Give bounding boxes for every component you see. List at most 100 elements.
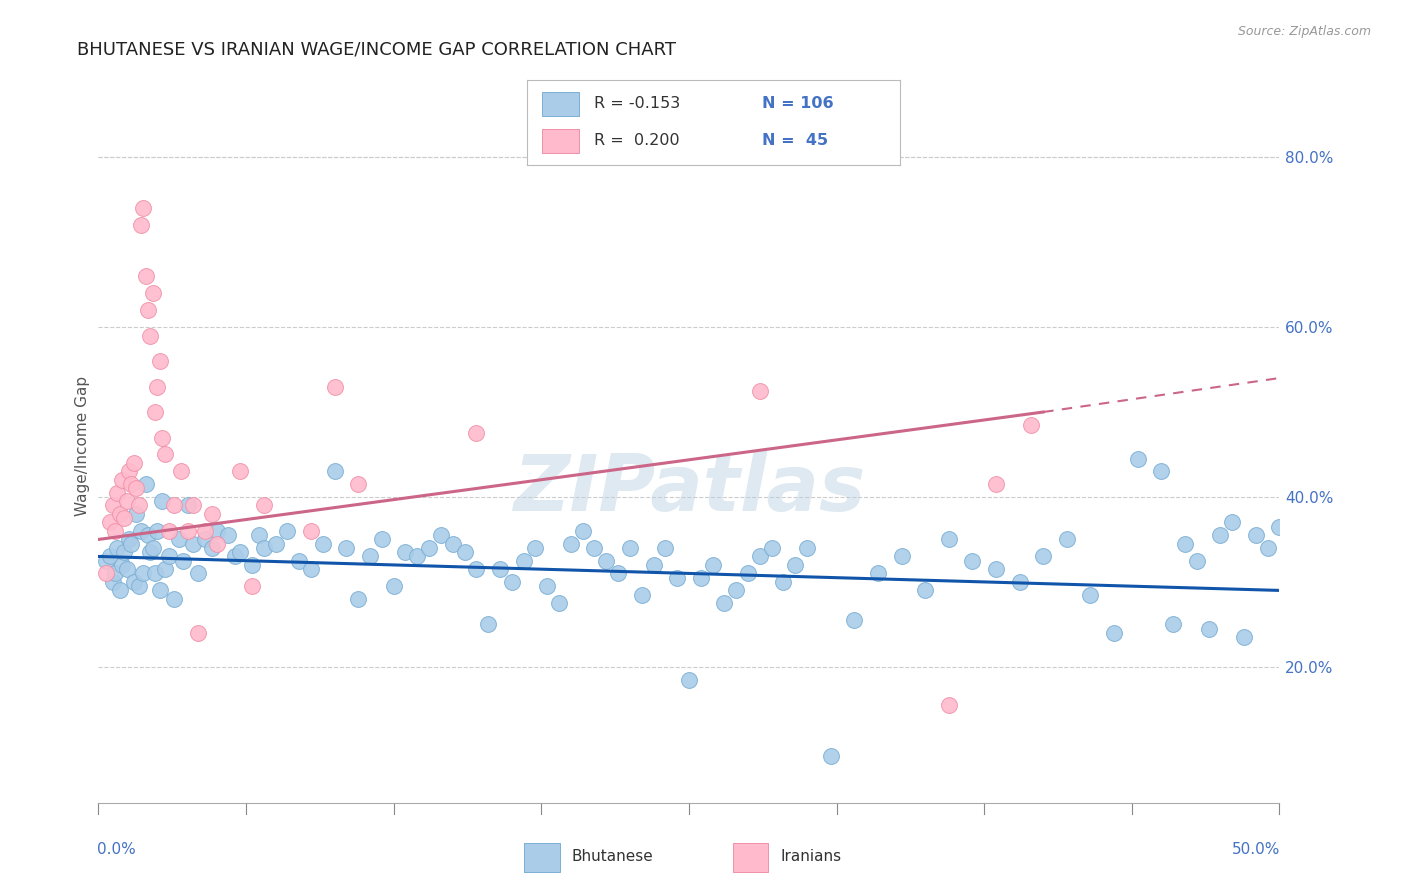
Point <box>132 201 155 215</box>
Point <box>453 545 475 559</box>
Point <box>94 566 117 581</box>
Point <box>105 541 128 555</box>
Point <box>465 426 488 441</box>
Point <box>201 507 224 521</box>
Text: Iranians: Iranians <box>780 849 841 863</box>
Point <box>128 499 150 513</box>
Point <box>548 596 571 610</box>
Point <box>299 562 322 576</box>
Point <box>796 541 818 555</box>
Point <box>323 465 346 479</box>
Point <box>146 379 169 393</box>
Point <box>394 545 416 559</box>
Text: 50.0%: 50.0% <box>1232 842 1281 857</box>
Point <box>217 528 239 542</box>
Point <box>135 477 157 491</box>
Point <box>560 537 582 551</box>
Point <box>666 571 689 585</box>
Point <box>890 549 912 564</box>
Point <box>229 465 252 479</box>
Point <box>104 566 127 581</box>
Bar <box>543 129 579 153</box>
Point <box>153 562 176 576</box>
Point <box>725 583 748 598</box>
Point <box>643 558 665 572</box>
Point <box>136 528 159 542</box>
Point <box>748 384 770 398</box>
Point <box>571 524 593 538</box>
Point <box>501 574 523 589</box>
Point <box>101 499 124 513</box>
Point <box>172 554 194 568</box>
Point <box>101 574 124 589</box>
Point <box>125 507 148 521</box>
Point <box>312 537 335 551</box>
Point <box>713 596 735 610</box>
Point <box>115 494 138 508</box>
Point <box>115 562 138 576</box>
Point <box>121 477 143 491</box>
Point <box>477 617 499 632</box>
Point <box>111 558 134 572</box>
Point <box>194 524 217 538</box>
Y-axis label: Wage/Income Gap: Wage/Income Gap <box>75 376 90 516</box>
Point <box>382 579 405 593</box>
Point <box>347 591 370 606</box>
Point <box>418 541 440 555</box>
Point <box>98 516 121 530</box>
Point <box>371 533 394 547</box>
Point <box>938 533 960 547</box>
Point <box>962 554 984 568</box>
Point <box>240 558 263 572</box>
Point <box>489 562 512 576</box>
Bar <box>733 843 768 872</box>
Point <box>187 626 209 640</box>
Point <box>359 549 381 564</box>
Point <box>153 448 176 462</box>
Point <box>253 499 276 513</box>
Point <box>146 524 169 538</box>
Point <box>1008 574 1031 589</box>
Point <box>465 562 488 576</box>
Point <box>149 583 172 598</box>
Text: R = -0.153: R = -0.153 <box>595 95 681 111</box>
Point <box>170 465 193 479</box>
Point <box>229 545 252 559</box>
Point <box>984 477 1007 491</box>
Text: N = 106: N = 106 <box>762 95 834 111</box>
Point <box>1268 519 1291 533</box>
Point <box>866 566 889 581</box>
Point <box>1198 622 1220 636</box>
Point <box>702 558 724 572</box>
Point <box>938 698 960 712</box>
Point <box>1056 533 1078 547</box>
Point <box>129 218 152 232</box>
Point <box>299 524 322 538</box>
Point <box>167 533 190 547</box>
Point <box>94 554 117 568</box>
Point <box>844 613 866 627</box>
Point <box>1244 528 1267 542</box>
Point <box>163 499 186 513</box>
Point <box>512 554 534 568</box>
Point <box>1021 417 1043 432</box>
Point <box>654 541 676 555</box>
Point <box>347 477 370 491</box>
Text: 0.0%: 0.0% <box>97 842 136 857</box>
Point <box>288 554 311 568</box>
Point <box>1126 451 1149 466</box>
Point <box>595 554 617 568</box>
Point <box>1233 630 1256 644</box>
Text: N =  45: N = 45 <box>762 133 828 148</box>
Point <box>111 473 134 487</box>
Point <box>748 549 770 564</box>
Point <box>177 499 200 513</box>
Point <box>430 528 453 542</box>
Point <box>143 566 166 581</box>
Point <box>132 566 155 581</box>
Point <box>128 579 150 593</box>
Point <box>125 482 148 496</box>
Point <box>1102 626 1125 640</box>
Point <box>205 524 228 538</box>
Point <box>136 303 159 318</box>
